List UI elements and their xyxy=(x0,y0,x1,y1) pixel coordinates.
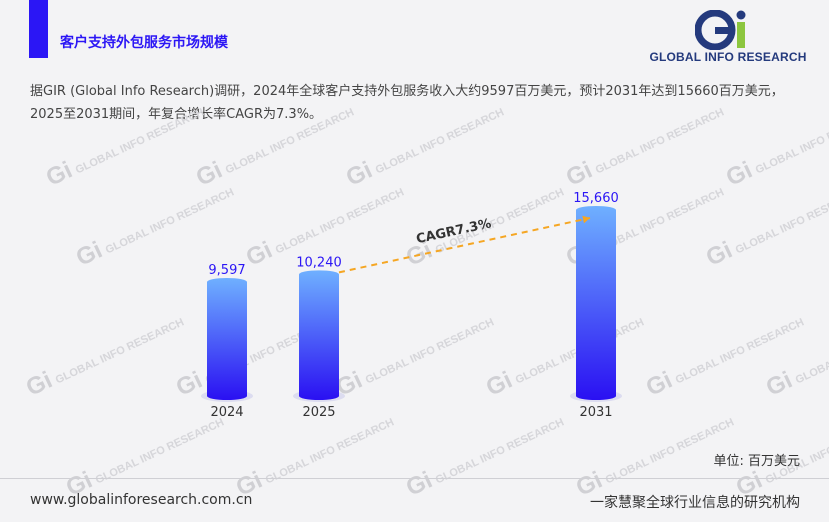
data-label: 10,240 xyxy=(296,255,342,270)
header-accent-bar xyxy=(29,0,48,58)
company-logo: GLOBAL INFO RESEARCH xyxy=(643,10,813,66)
cagr-arrowhead xyxy=(582,215,590,224)
x-tick-label: 2025 xyxy=(302,405,335,420)
x-tick-label: 2024 xyxy=(210,405,243,420)
logo-brand-text: GLOBAL INFO RESEARCH xyxy=(649,50,807,64)
footer-divider xyxy=(0,478,829,479)
data-label: 15,660 xyxy=(573,191,619,206)
bar-2025 xyxy=(299,270,339,400)
bar-2031 xyxy=(576,205,616,400)
footer-url[interactable]: www.globalinforesearch.com.cn xyxy=(30,492,253,508)
summary-text: 据GIR (Global Info Research)调研，2024年全球客户支… xyxy=(30,84,784,122)
logo-mark-icon xyxy=(695,10,746,50)
bar-2024 xyxy=(207,277,247,400)
cagr-line xyxy=(338,217,591,274)
x-tick-label: 2031 xyxy=(579,405,612,420)
unit-label: 单位: 百万美元 xyxy=(713,454,800,469)
footer-slogan: 一家慧聚全球行业信息的研究机构 xyxy=(590,495,800,511)
page-title: 客户支持外包服务市场规模 xyxy=(60,35,228,51)
data-label: 9,597 xyxy=(208,263,245,278)
